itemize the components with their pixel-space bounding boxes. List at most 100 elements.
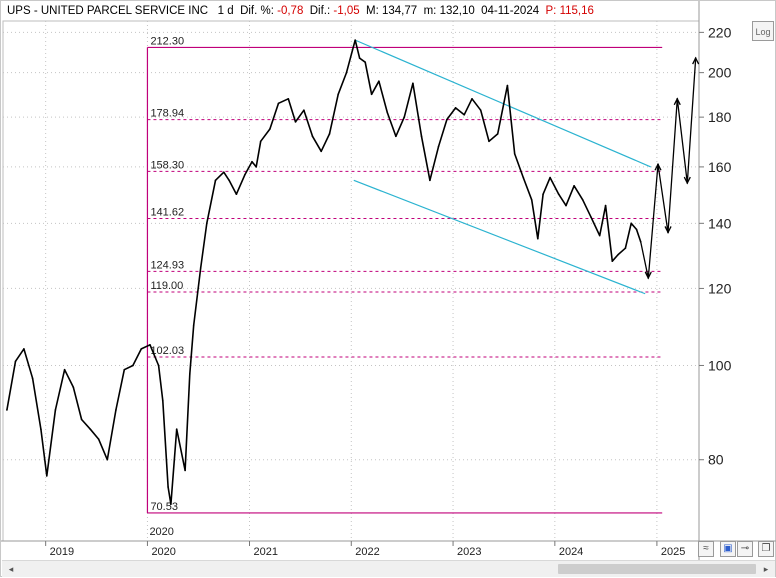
price-point — [420, 135, 423, 138]
price-point — [506, 84, 509, 87]
ticker-name: UPS - UNITED PARCEL SERVICE INC — [7, 5, 209, 17]
price-point — [123, 368, 126, 371]
price-point — [328, 133, 331, 135]
price-point — [624, 247, 627, 249]
price-point — [206, 222, 208, 225]
fib-start-label: 2020 — [149, 526, 173, 538]
x-tick-label: 2022 — [355, 546, 379, 558]
price-point — [565, 204, 567, 207]
price-point — [40, 428, 42, 430]
max-label: M: — [366, 5, 379, 17]
price-point — [175, 428, 178, 430]
x-tick-label: 2025 — [661, 546, 685, 558]
price-point — [639, 241, 642, 243]
price-point — [214, 179, 217, 182]
price-point — [157, 364, 160, 367]
projection-arrowhead — [644, 271, 652, 280]
log-scale-button[interactable]: Log — [752, 21, 774, 41]
price-point — [89, 428, 92, 430]
price-point — [395, 135, 397, 138]
price-point — [294, 121, 297, 123]
price-point — [170, 503, 172, 506]
price-point — [635, 228, 638, 231]
y-tick-label: 120 — [708, 280, 732, 296]
min-label: m: — [423, 5, 437, 17]
price-point — [590, 216, 592, 219]
price-point — [604, 204, 607, 207]
price-point — [403, 116, 406, 118]
x-tick-label: 2024 — [559, 546, 583, 558]
price-point — [345, 71, 348, 74]
line-style-icon[interactable]: ≈ — [698, 541, 714, 557]
price-point — [97, 438, 100, 440]
dif-pct-label: Dif. %: — [240, 5, 274, 17]
price-point — [530, 199, 533, 201]
price-value: 115,16 — [559, 5, 594, 17]
price-label: P: — [545, 5, 557, 17]
price-point — [255, 166, 257, 168]
price-point — [31, 377, 34, 380]
window-icon[interactable]: ❐ — [758, 541, 774, 557]
price-point — [311, 135, 314, 138]
price-point — [235, 193, 238, 195]
x-tick-label: 2020 — [151, 546, 175, 558]
period-label: 1 d — [217, 5, 234, 17]
price-point — [106, 458, 109, 461]
price-point — [277, 102, 280, 105]
pin-icon[interactable]: ⊸ — [737, 541, 753, 557]
price-point — [549, 176, 551, 179]
price-point — [557, 193, 560, 195]
price-point — [337, 93, 339, 96]
horizontal-scrollbar[interactable]: ◂ ▸ — [2, 560, 775, 577]
fib-level-label: 124.93 — [150, 259, 184, 271]
price-point — [598, 234, 601, 237]
price-point — [72, 386, 75, 388]
projection-arrowhead — [683, 176, 691, 185]
price-point — [522, 176, 525, 179]
fib-level-label: 70.53 — [150, 501, 178, 513]
y-tick-label: 220 — [708, 24, 732, 40]
price-point — [617, 253, 619, 256]
dif-pct-value: -0,78 — [277, 5, 304, 17]
x-tick-label: 2023 — [457, 546, 481, 558]
projection-arrowhead — [692, 56, 700, 65]
price-point — [251, 160, 253, 163]
fib-level-label: 141.62 — [150, 206, 184, 218]
scroll-left-icon[interactable]: ◂ — [8, 564, 14, 574]
price-point — [513, 153, 516, 155]
chart-header: UPS - UNITED PARCEL SERVICE INC 1 d Dif.… — [7, 3, 594, 21]
dif-label: Dif.: — [309, 5, 331, 17]
price-point — [386, 111, 389, 114]
price-point — [358, 57, 361, 59]
price-point — [115, 409, 117, 411]
price-series-line — [6, 39, 642, 506]
save-icon[interactable]: ▣ — [720, 541, 736, 557]
max-value: 134,77 — [382, 5, 418, 17]
price-point — [630, 222, 633, 225]
scroll-right-icon[interactable]: ▸ — [763, 564, 769, 574]
price-point — [161, 399, 164, 402]
price-point — [542, 193, 544, 195]
price-point — [192, 324, 195, 326]
price-point — [437, 145, 440, 148]
price-point — [378, 80, 380, 82]
price-point — [446, 118, 448, 121]
price-point — [80, 418, 83, 421]
price-point — [243, 174, 246, 176]
price-point — [412, 82, 414, 85]
y-tick-label: 200 — [708, 65, 732, 81]
price-point — [14, 360, 17, 363]
price-point — [23, 348, 25, 350]
y-tick-label: 140 — [708, 215, 732, 231]
price-point — [364, 61, 367, 64]
date-value: 04-11-2024 — [481, 5, 540, 17]
fib-level-label: 102.03 — [150, 345, 184, 357]
scroll-thumb[interactable] — [558, 564, 756, 574]
price-point — [63, 368, 66, 371]
price-point — [463, 114, 466, 116]
fib-level-label: 119.00 — [150, 280, 183, 292]
price-point — [287, 97, 290, 100]
price-point — [611, 260, 614, 262]
